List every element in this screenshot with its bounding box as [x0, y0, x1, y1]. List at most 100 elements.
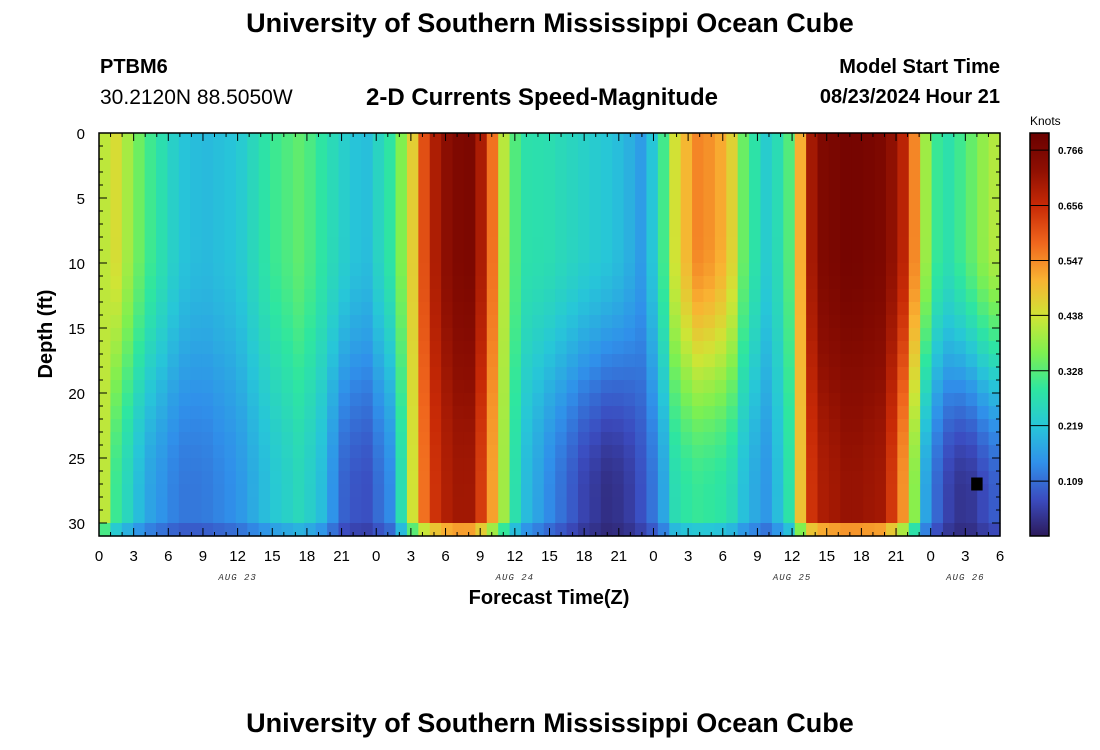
heat-cell	[749, 484, 762, 498]
heat-cell	[635, 432, 648, 446]
heat-cell	[178, 484, 191, 498]
heat-cell	[566, 497, 579, 511]
heat-cell	[486, 198, 499, 212]
heat-cell	[384, 432, 397, 446]
heat-cell	[349, 237, 362, 251]
heat-cell	[942, 172, 955, 186]
heat-cell	[783, 458, 796, 472]
heat-cell	[623, 328, 636, 342]
heat-cell	[235, 445, 248, 459]
heat-cell	[703, 250, 716, 264]
heat-cell	[828, 276, 841, 290]
heat-cell	[429, 484, 442, 498]
heat-cell	[486, 510, 499, 524]
heat-cell	[623, 354, 636, 368]
heat-cell	[612, 276, 625, 290]
heat-cell	[794, 198, 807, 212]
heat-cell	[361, 393, 374, 407]
heat-cell	[657, 484, 670, 498]
heat-cell	[578, 419, 591, 433]
heat-cell	[475, 497, 488, 511]
heat-cell	[190, 354, 203, 368]
heat-cell	[133, 237, 146, 251]
heat-cell	[977, 406, 990, 420]
heat-cell	[156, 484, 169, 498]
heat-cell	[749, 341, 762, 355]
heat-cell	[384, 263, 397, 277]
heat-cell	[885, 302, 898, 316]
heat-cell	[327, 211, 340, 225]
heat-cell	[292, 276, 305, 290]
heat-cell	[897, 432, 910, 446]
heat-cell	[349, 484, 362, 498]
heat-cell	[452, 393, 465, 407]
heat-cell	[486, 406, 499, 420]
heat-cell	[680, 406, 693, 420]
heat-cell	[954, 185, 967, 199]
heat-cell	[452, 510, 465, 524]
heat-cell	[509, 497, 522, 511]
heat-cell	[566, 159, 579, 173]
heat-cell	[874, 237, 887, 251]
heat-cell	[327, 523, 340, 537]
heat-cell	[338, 393, 351, 407]
heat-cell	[452, 159, 465, 173]
heat-cell	[270, 393, 283, 407]
heat-cell	[851, 341, 864, 355]
heat-cell	[349, 146, 362, 160]
heat-cell	[429, 159, 442, 173]
heat-cell	[817, 211, 830, 225]
heat-cell	[292, 406, 305, 420]
heat-cell	[247, 510, 260, 524]
heat-cell	[737, 276, 750, 290]
heat-cell	[657, 380, 670, 394]
heat-cell	[361, 523, 374, 537]
heat-cell	[635, 289, 648, 303]
heat-cell	[201, 367, 214, 381]
colorbar-tick-label: 0.328	[1058, 367, 1083, 378]
heat-cell	[794, 367, 807, 381]
heat-cell	[498, 393, 511, 407]
heat-cell	[327, 289, 340, 303]
heat-cell	[384, 185, 397, 199]
heat-cell	[794, 471, 807, 485]
heat-cell	[749, 159, 762, 173]
heat-cell	[384, 471, 397, 485]
heat-cell	[452, 354, 465, 368]
heat-cell	[315, 445, 328, 459]
heat-cell	[429, 315, 442, 329]
heat-cell	[863, 328, 876, 342]
heat-cell	[863, 484, 876, 498]
heat-cell	[520, 146, 533, 160]
heat-cell	[520, 510, 533, 524]
heat-cell	[623, 198, 636, 212]
heat-cell	[99, 510, 112, 524]
heat-cell	[304, 432, 317, 446]
heat-cell	[977, 198, 990, 212]
heat-cell	[338, 328, 351, 342]
heat-cell	[555, 380, 568, 394]
heat-cell	[646, 328, 659, 342]
heat-cell	[99, 445, 112, 459]
heat-cell	[121, 341, 134, 355]
heat-cell	[247, 250, 260, 264]
heat-cell	[840, 224, 853, 238]
heat-cell	[783, 185, 796, 199]
heat-cell	[441, 263, 454, 277]
heat-cell	[281, 523, 294, 537]
heat-cell	[452, 523, 465, 537]
heat-cell	[258, 380, 271, 394]
heat-cell	[885, 198, 898, 212]
heat-cell	[600, 458, 613, 472]
heat-cell	[977, 445, 990, 459]
heat-cell	[635, 250, 648, 264]
heat-cell	[156, 276, 169, 290]
heat-cell	[110, 250, 123, 264]
heat-cell	[908, 276, 921, 290]
heat-cell	[555, 146, 568, 160]
heat-cell	[726, 185, 739, 199]
heat-cell	[99, 354, 112, 368]
heat-cell	[965, 263, 978, 277]
heat-cell	[623, 406, 636, 420]
heat-cell	[657, 276, 670, 290]
